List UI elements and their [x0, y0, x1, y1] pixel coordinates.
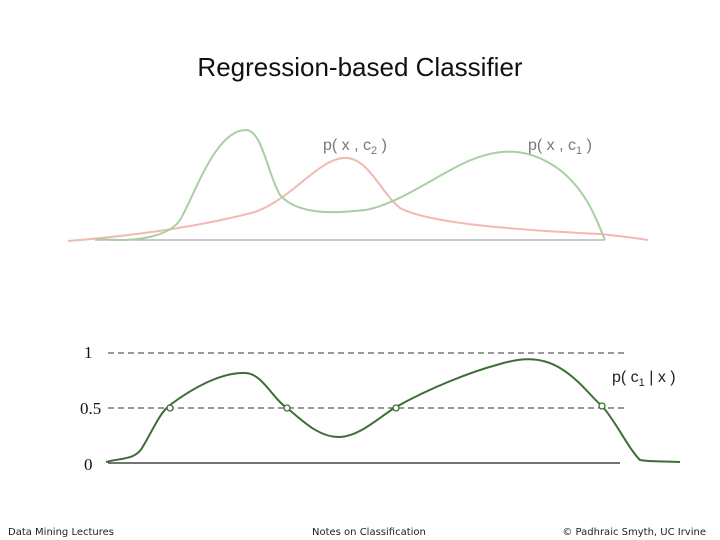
- label-posterior: p( c1 | x ): [612, 369, 676, 389]
- crossing-marker: [392, 404, 400, 412]
- tick-label-0: 0: [84, 455, 93, 474]
- footer-topic: Notes on Classification: [312, 527, 426, 538]
- tick-label-05: 0.5: [80, 399, 101, 418]
- posterior-curve: [105, 358, 681, 463]
- label-p-x-c2: p( x , c2 ): [323, 137, 387, 157]
- tick-label-1: 1: [84, 343, 93, 362]
- density-curve-c1: [97, 128, 606, 241]
- top-panel: p( x , c2 ) p( x , c1 ): [67, 128, 649, 242]
- crossing-marker: [598, 402, 606, 410]
- label-p-x-c1: p( x , c1 ): [528, 137, 592, 157]
- density-curve-c2: [67, 156, 649, 242]
- footer-course: Data Mining Lectures: [8, 527, 115, 538]
- slide-title: Regression-based Classifier: [197, 52, 523, 82]
- bottom-panel: 1 0.5 0 p( c1 | x ): [80, 343, 681, 474]
- crossing-marker: [283, 404, 291, 412]
- footer-copyright: © Padhraic Smyth, UC Irvine: [562, 527, 706, 538]
- crossing-marker: [166, 404, 174, 412]
